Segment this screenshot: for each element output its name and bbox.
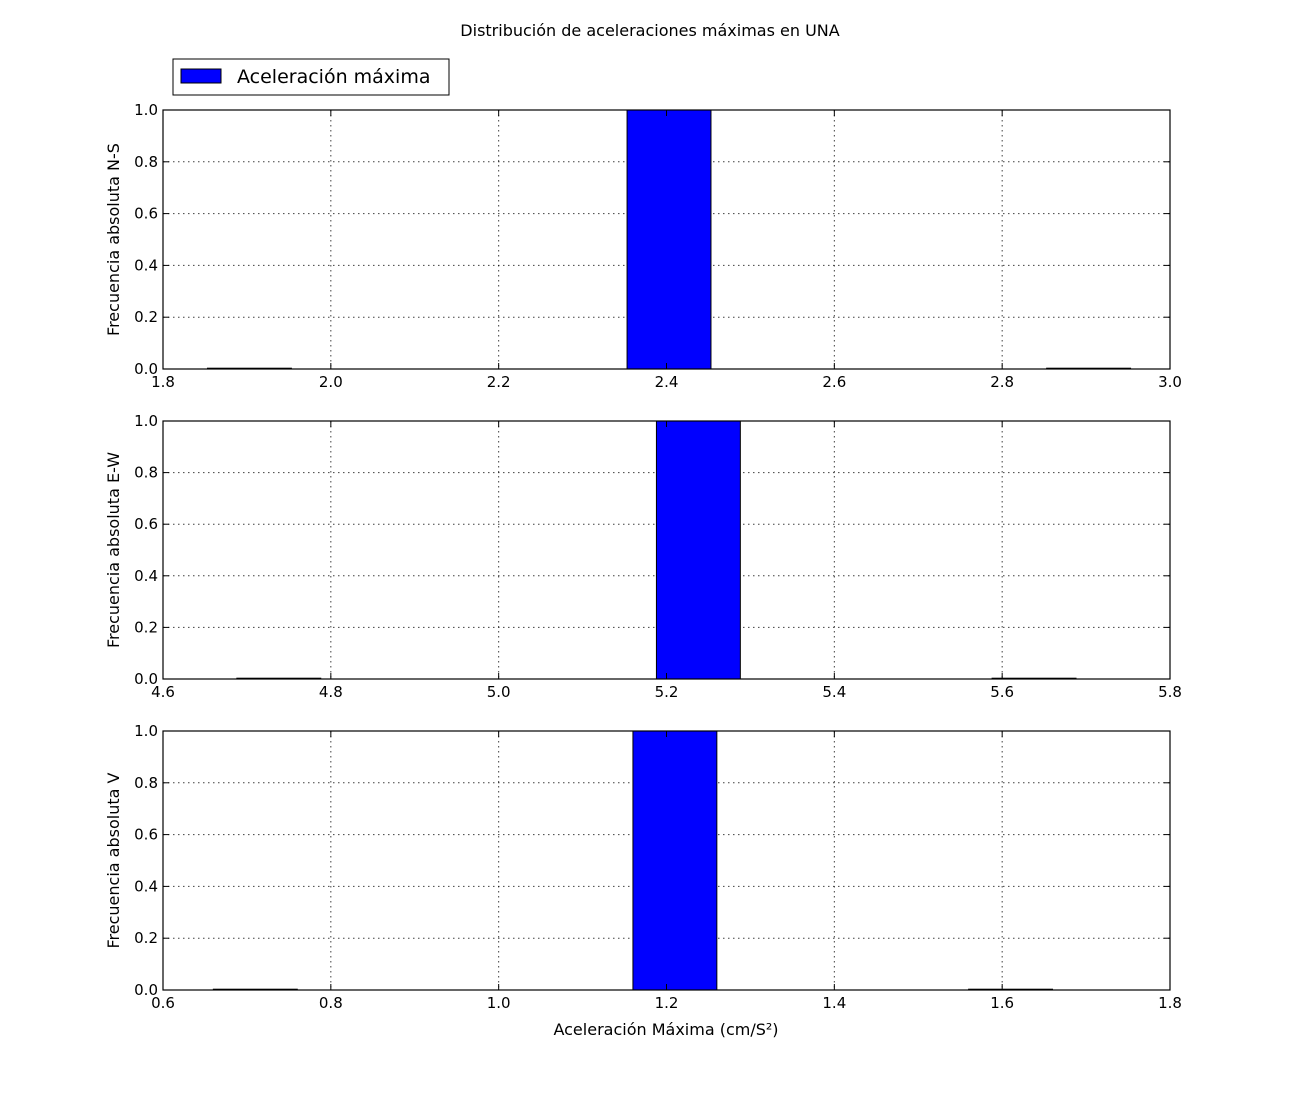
subplot-3: 0.6 0.8 1.0 1.2 1.4 1.6 1.8 0.0 0.2 0.4 0.6 0.8 1.0 F… (104, 722, 1182, 1012)
histogram-bar (655, 420, 741, 680)
y-tick-label: 0.2 (134, 308, 158, 326)
y-tick-label: 0.0 (134, 981, 158, 999)
x-tick-label: 4.8 (319, 683, 343, 701)
x-tick-label: 1.0 (487, 994, 511, 1012)
figure-title: Distribución de aceleraciones máximas en… (460, 21, 839, 40)
x-tick-label: 2.2 (487, 373, 511, 391)
y-tick-label: 0.0 (134, 360, 158, 378)
x-tick-label: 0.6 (151, 994, 175, 1012)
y-tick-label: 0.8 (134, 774, 158, 792)
x-tick-label: 5.6 (990, 683, 1014, 701)
subplot-1: 1.8 2.0 2.2 2.4 2.6 2.8 3.0 0.0 0.2 0.4 0.6 0.8 1.0 F… (104, 101, 1182, 391)
y-tick-label: 0.4 (134, 256, 158, 274)
y-tick-label: 1.0 (134, 412, 158, 430)
x-tick-label: 2.0 (319, 373, 343, 391)
y-axis-label: Frecuencia absoluta N-S (104, 143, 123, 336)
x-tick-label: 2.6 (822, 373, 846, 391)
x-tick-label: 1.8 (151, 373, 175, 391)
histogram-bar (632, 730, 718, 991)
y-tick-label: 0.8 (134, 153, 158, 171)
y-tick-label: 0.2 (134, 618, 158, 636)
x-tick-label: 1.8 (1158, 994, 1182, 1012)
y-tick-label: 0.2 (134, 929, 158, 947)
x-tick-label: 1.6 (990, 994, 1014, 1012)
legend: Aceleración máxima (172, 58, 450, 96)
x-tick-label: 5.4 (822, 683, 846, 701)
legend-swatch (180, 68, 222, 84)
y-axis-label: Frecuencia absoluta V (104, 772, 123, 948)
y-tick-label: 1.0 (134, 101, 158, 119)
y-tick-label: 0.8 (134, 464, 158, 482)
y-tick-label: 0.6 (134, 205, 158, 223)
x-tick-label: 1.4 (822, 994, 846, 1012)
histogram-bar (626, 109, 712, 370)
y-tick-label: 0.0 (134, 670, 158, 688)
x-tick-label: 4.6 (151, 683, 175, 701)
x-tick-label: 5.2 (655, 683, 679, 701)
x-axis-label: Aceleración Máxima (cm/S²) (553, 1020, 778, 1039)
legend-label: Aceleración máxima (237, 66, 430, 88)
y-tick-label: 0.4 (134, 877, 158, 895)
x-tick-label: 1.2 (655, 994, 679, 1012)
x-tick-label: 5.0 (487, 683, 511, 701)
x-tick-label: 5.8 (1158, 683, 1182, 701)
y-tick-label: 0.6 (134, 826, 158, 844)
y-tick-label: 1.0 (134, 722, 158, 740)
y-axis-label: Frecuencia absoluta E-W (104, 452, 123, 648)
subplots: 1.8 2.0 2.2 2.4 2.6 2.8 3.0 0.0 0.2 0.4 0.6 0.8 1.0 F… (104, 101, 1182, 1012)
x-tick-label: 2.8 (990, 373, 1014, 391)
x-tick-label: 2.4 (655, 373, 679, 391)
x-tick-label: 0.8 (319, 994, 343, 1012)
x-tick-label: 3.0 (1158, 373, 1182, 391)
y-tick-label: 0.6 (134, 515, 158, 533)
y-tick-label: 0.4 (134, 567, 158, 585)
subplot-2: 4.6 4.8 5.0 5.2 5.4 5.6 5.8 0.0 0.2 0.4 0.6 0.8 1.0 F… (104, 412, 1182, 701)
